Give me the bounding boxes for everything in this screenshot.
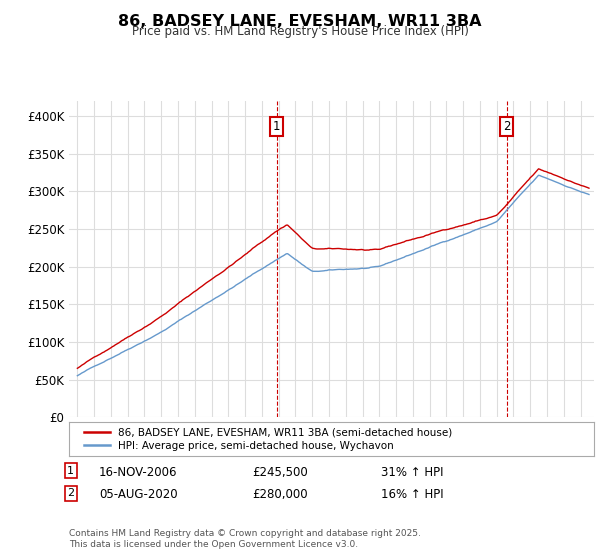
Text: 16-NOV-2006: 16-NOV-2006: [99, 466, 178, 479]
Legend: 86, BADSEY LANE, EVESHAM, WR11 3BA (semi-detached house), HPI: Average price, se: 86, BADSEY LANE, EVESHAM, WR11 3BA (semi…: [79, 423, 457, 455]
Text: 2: 2: [503, 120, 511, 133]
Text: £245,500: £245,500: [252, 466, 308, 479]
Text: 05-AUG-2020: 05-AUG-2020: [99, 488, 178, 501]
Text: Price paid vs. HM Land Registry's House Price Index (HPI): Price paid vs. HM Land Registry's House …: [131, 25, 469, 38]
Text: 31% ↑ HPI: 31% ↑ HPI: [381, 466, 443, 479]
Text: 1: 1: [67, 466, 74, 476]
Text: Contains HM Land Registry data © Crown copyright and database right 2025.
This d: Contains HM Land Registry data © Crown c…: [69, 529, 421, 549]
Text: £280,000: £280,000: [252, 488, 308, 501]
Text: 86, BADSEY LANE, EVESHAM, WR11 3BA: 86, BADSEY LANE, EVESHAM, WR11 3BA: [118, 14, 482, 29]
Text: 1: 1: [273, 120, 280, 133]
Text: 16% ↑ HPI: 16% ↑ HPI: [381, 488, 443, 501]
Text: 2: 2: [67, 488, 74, 498]
